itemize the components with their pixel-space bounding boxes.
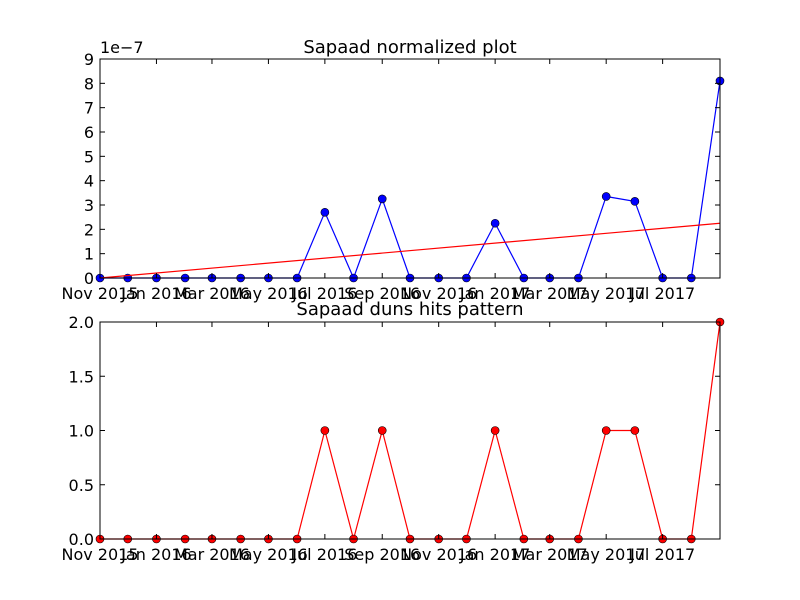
top-ytick-label-7: 7 <box>84 99 94 118</box>
bottom-series-0-point-8 <box>320 426 330 435</box>
bottom-xtick-label-8: Mar 2017 <box>512 545 588 564</box>
top-ytick-label-6: 6 <box>84 123 94 142</box>
top-xtick-label-8: Mar 2017 <box>512 284 588 303</box>
top-ytick-label-5: 5 <box>84 147 94 166</box>
bottom-series-0-point-10 <box>377 426 387 435</box>
bottom-chart-title: Sapaad duns hits pattern <box>296 299 523 320</box>
top-chart-title: Sapaad normalized plot <box>303 37 516 58</box>
top-xtick-label-6: Nov 2016 <box>400 284 477 303</box>
bottom-series-0-point-18 <box>601 426 611 435</box>
top-ytick-label-8: 8 <box>84 74 94 93</box>
bottom-xtick-label-3: May 2016 <box>229 545 308 564</box>
top-series-0-point-19 <box>630 197 640 206</box>
bottom-ytick-label-1: 0.5 <box>69 476 94 495</box>
top-series-0-point-18 <box>601 192 611 201</box>
top-xtick-label-7: Jan 2017 <box>459 284 530 303</box>
top-ytick-label-9: 9 <box>84 50 94 69</box>
bottom-xtick-label-1: Jan 2016 <box>120 545 191 564</box>
top-xtick-label-5: Sep 2016 <box>344 284 420 303</box>
top-xtick-label-1: Jan 2016 <box>120 284 191 303</box>
top-xtick-label-2: Mar 2016 <box>174 284 250 303</box>
bottom-xtick-label-6: Nov 2016 <box>400 545 477 564</box>
bottom-panel: Sapaad duns hits pattern 0.0 0.5 1.0 1.5 2.0… <box>61 299 725 564</box>
top-ytick-label-1: 1 <box>84 245 94 264</box>
bottom-xtick-label-0: Nov 2015 <box>61 545 138 564</box>
top-xtick-label-0: Nov 2015 <box>61 284 138 303</box>
top-plot-frame <box>99 58 721 279</box>
bottom-series-0-point-14 <box>490 426 500 435</box>
bottom-ytick-label-0: 0.0 <box>69 530 94 549</box>
top-ytick-label-4: 4 <box>84 172 94 191</box>
bottom-series-0-line <box>100 321 721 542</box>
bottom-xtick-label-5: Sep 2016 <box>344 545 420 564</box>
top-series-0-point-14 <box>490 218 500 228</box>
top-xtick-label-10: Jul 2017 <box>629 284 695 303</box>
top-panel: Sapaad normalized plot 1e−7 0 1 2 3 4 5 6 7 8 9 No… <box>61 37 725 303</box>
bottom-ytick-label-4: 2.0 <box>69 313 94 332</box>
top-xtick-label-9: May 2017 <box>567 284 646 303</box>
top-series-1-line <box>99 222 721 279</box>
top-ytick-label-2: 2 <box>84 220 94 239</box>
top-offset-label: 1e−7 <box>100 38 144 57</box>
bottom-series-0-point-19 <box>630 426 640 435</box>
bottom-xtick-label-2: Mar 2016 <box>174 545 250 564</box>
bottom-xtick-label-7: Jan 2017 <box>459 545 530 564</box>
bottom-xtick-label-4: Jul 2016 <box>291 545 357 564</box>
top-ytick-label-0: 0 <box>84 269 94 288</box>
top-ytick-label-3: 3 <box>84 196 94 215</box>
top-series-0-point-10 <box>377 194 387 204</box>
bottom-ytick-label-2: 1.0 <box>69 422 94 441</box>
top-xtick-label-4: Jul 2016 <box>291 284 357 303</box>
bottom-xtick-label-10: Jul 2017 <box>629 545 695 564</box>
top-series-0-line <box>100 80 721 280</box>
bottom-xtick-label-9: May 2017 <box>567 545 646 564</box>
top-series-0-point-8 <box>320 208 330 217</box>
top-xtick-label-3: May 2016 <box>229 284 308 303</box>
bottom-ytick-label-3: 1.5 <box>69 367 94 386</box>
